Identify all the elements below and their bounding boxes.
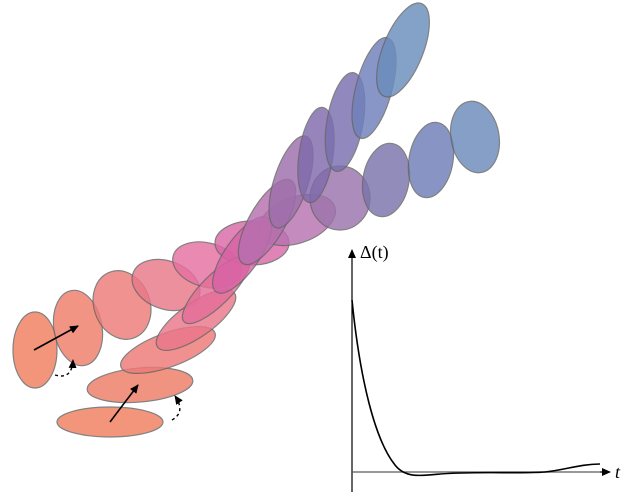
y-label: Δ(t) <box>360 242 389 263</box>
figure: Δ(t) t <box>0 0 622 494</box>
curve <box>352 300 600 475</box>
inset-plot: Δ(t) t <box>352 242 621 492</box>
lower-trajectory <box>57 0 440 437</box>
rotation-arrow <box>172 396 180 420</box>
rotation-arrow <box>55 360 73 376</box>
ellipse <box>445 97 505 176</box>
x-label: t <box>615 462 621 482</box>
